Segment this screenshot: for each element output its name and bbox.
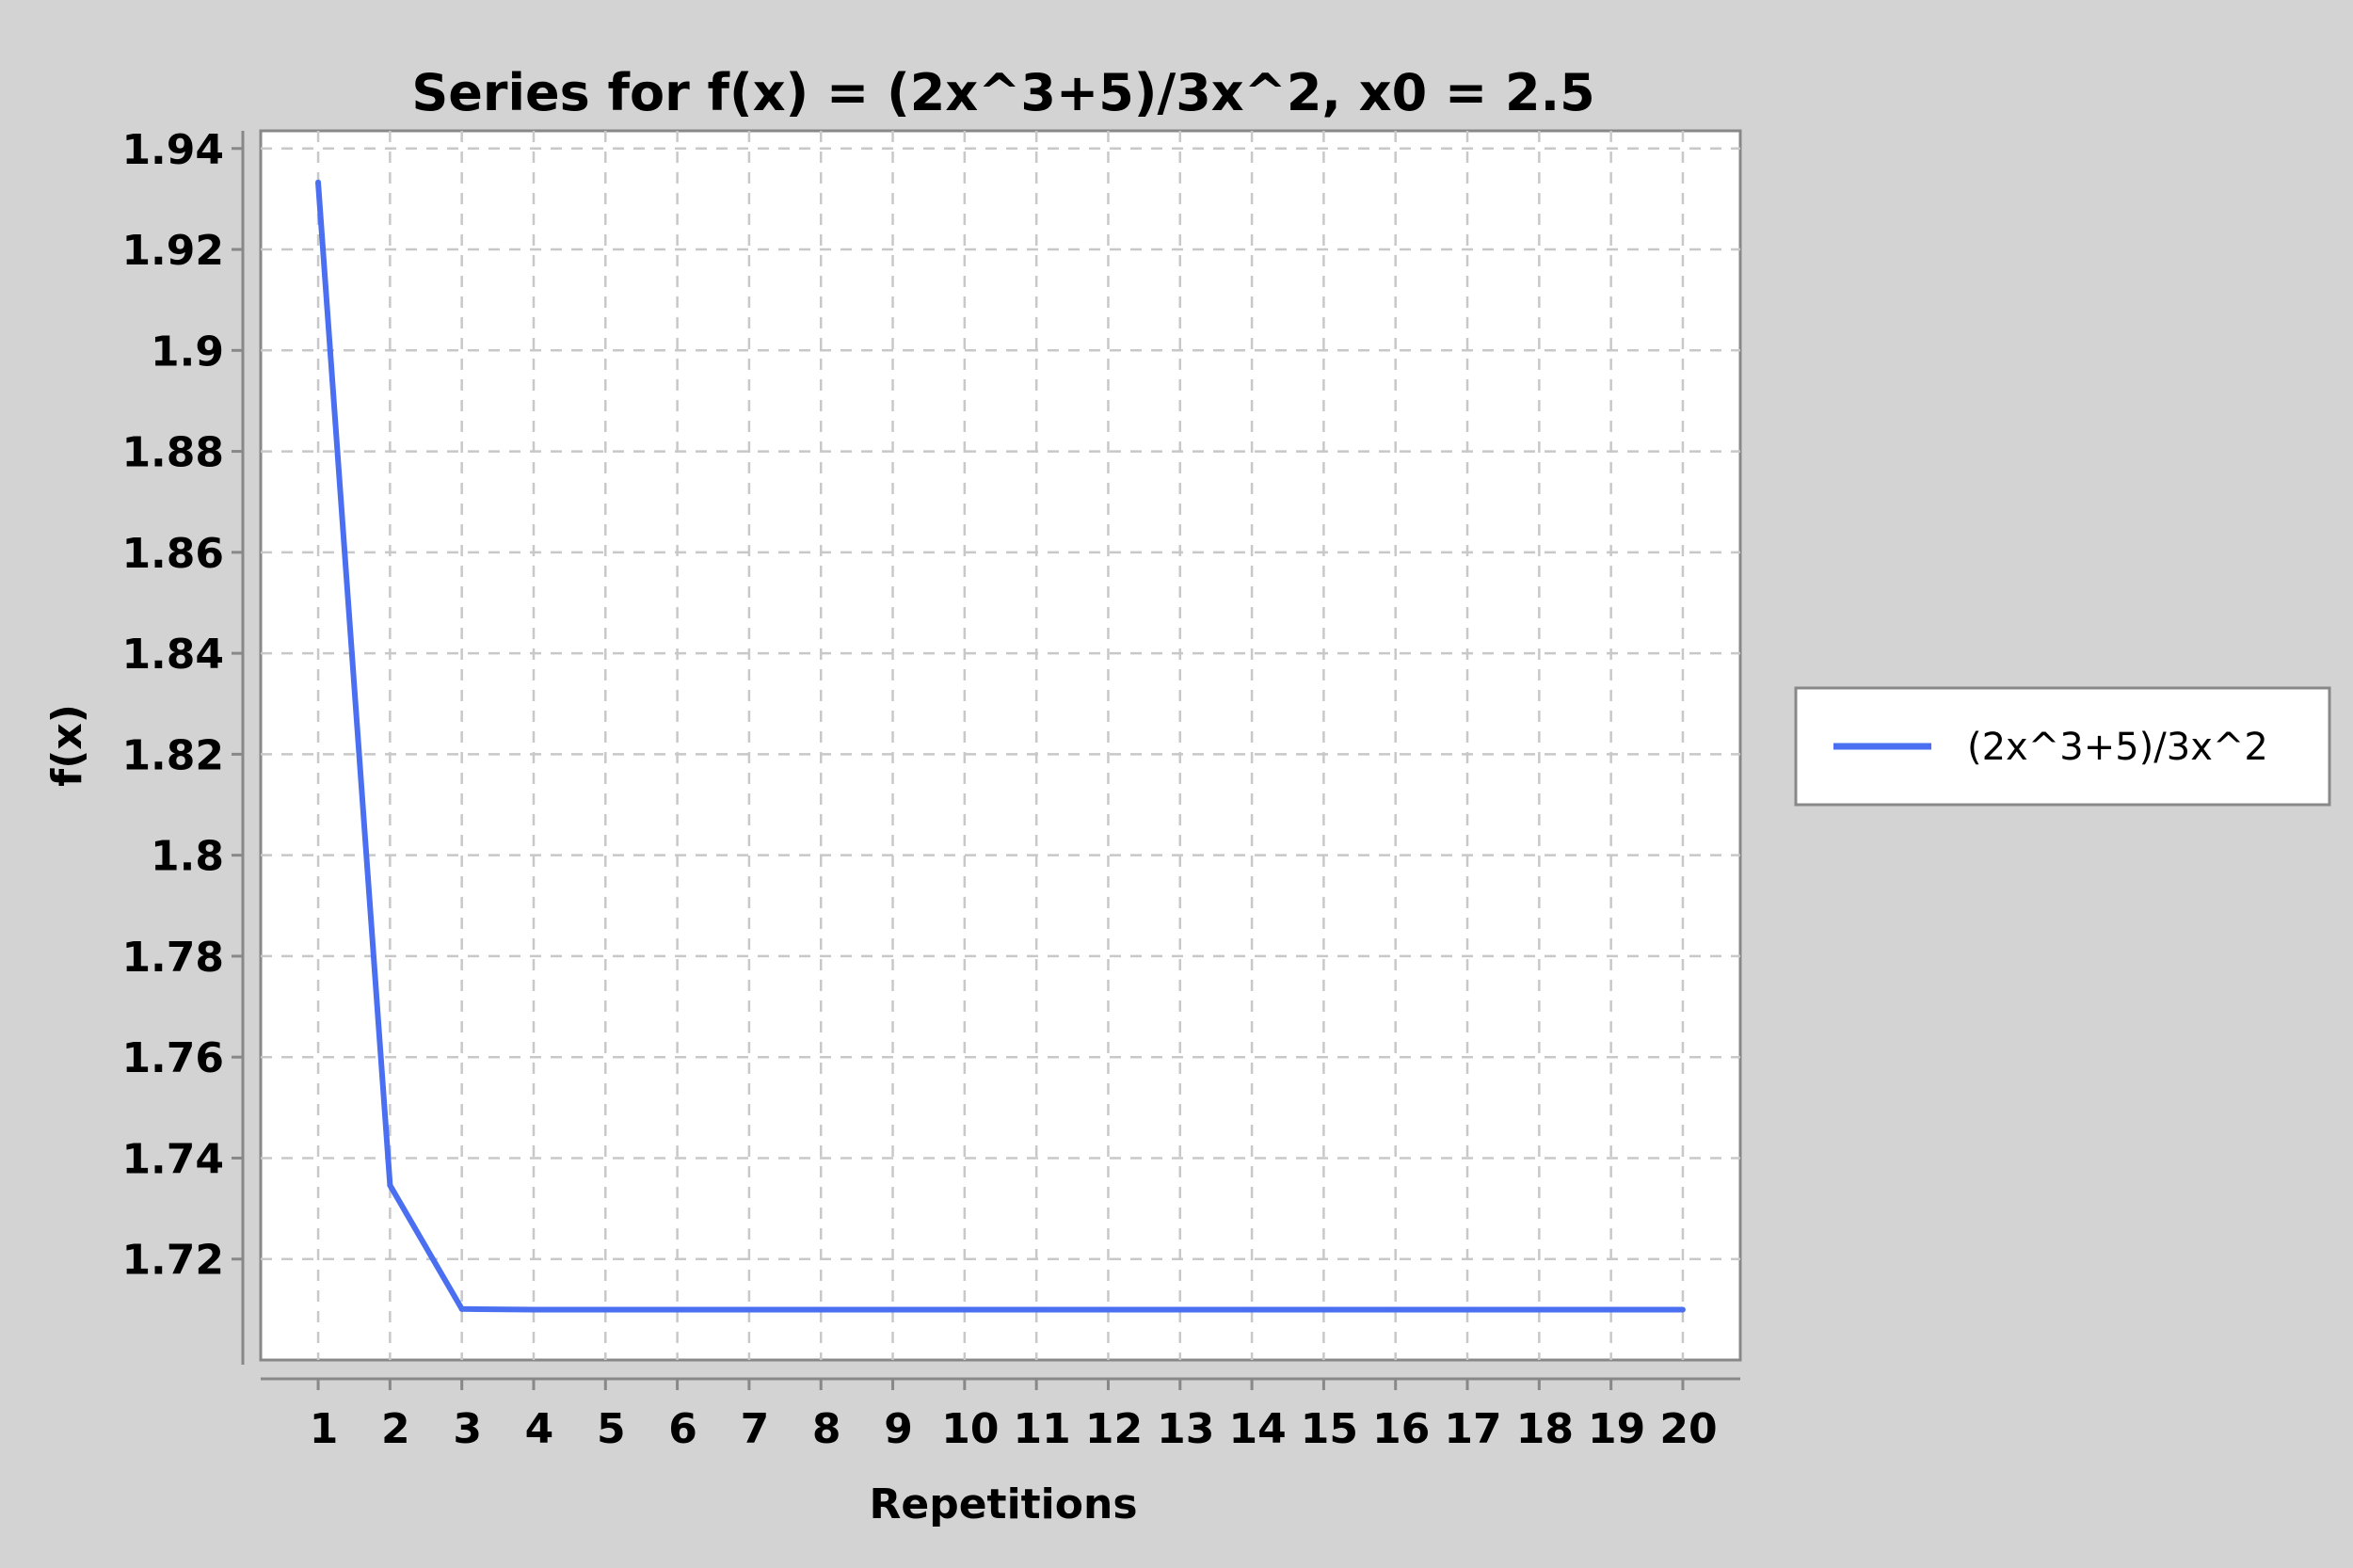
- data-point: [458, 1305, 465, 1312]
- x-tick-label: 17: [1444, 1405, 1501, 1453]
- y-axis-label: f(x): [43, 704, 91, 787]
- x-axis-label: Repetitions: [869, 1480, 1137, 1528]
- x-tick-label: 10: [941, 1405, 999, 1453]
- y-tick-label: 1.9: [151, 328, 224, 376]
- chart-title: Series for f(x) = (2x^3+5)/3x^2, x0 = 2.…: [411, 63, 1594, 122]
- x-tick-label: 9: [884, 1405, 913, 1453]
- y-tick-label: 1.92: [121, 227, 224, 275]
- data-point: [530, 1306, 536, 1313]
- plot-area: [259, 129, 1742, 1362]
- x-tick-label: 8: [812, 1405, 841, 1453]
- y-tick-label: 1.74: [121, 1135, 224, 1183]
- x-tick-label: 14: [1228, 1405, 1286, 1453]
- x-tick-label: 13: [1157, 1405, 1214, 1453]
- y-tick-label: 1.76: [121, 1034, 224, 1082]
- y-tick-label: 1.84: [121, 631, 224, 679]
- data-point: [315, 179, 322, 185]
- x-axis-ticks: 1 2 3 4 5 6 7 8 9 10 11 12 13 14 15 16 17 18 19 20: [310, 1379, 1718, 1453]
- data-point: [818, 1306, 824, 1313]
- x-tick-label: 20: [1659, 1405, 1717, 1453]
- data-point: [745, 1306, 752, 1313]
- legend-label-0: (2x^3+5)/3x^2: [1967, 726, 2268, 769]
- y-tick-label: 1.86: [121, 530, 224, 578]
- x-tick-label: 19: [1588, 1405, 1645, 1453]
- x-tick-label: 3: [453, 1405, 482, 1453]
- data-point: [1608, 1306, 1614, 1313]
- y-tick-label: 1.88: [121, 429, 224, 477]
- y-tick-label: 1.94: [121, 126, 224, 174]
- x-tick-label: 4: [525, 1405, 554, 1453]
- data-point: [1679, 1306, 1686, 1313]
- x-tick-label: 12: [1085, 1405, 1143, 1453]
- series-layer: [315, 179, 1686, 1313]
- data-point: [1033, 1306, 1040, 1313]
- x-tick-label: 1: [310, 1405, 339, 1453]
- x-tick-label: 5: [597, 1405, 626, 1453]
- x-tick-label: 18: [1516, 1405, 1574, 1453]
- data-point: [961, 1306, 968, 1313]
- y-tick-label: 1.8: [151, 833, 224, 881]
- data-point: [889, 1306, 896, 1313]
- data-point: [602, 1306, 609, 1313]
- data-point: [387, 1182, 393, 1189]
- data-point: [674, 1306, 680, 1313]
- series-line-0: [315, 182, 1683, 1313]
- y-tick-label: 1.72: [121, 1237, 224, 1285]
- data-point: [1465, 1306, 1471, 1313]
- y-tick-label: 1.82: [121, 731, 224, 779]
- data-point: [1105, 1306, 1112, 1313]
- x-tick-label: 2: [381, 1405, 410, 1453]
- data-point: [1536, 1306, 1543, 1313]
- data-point: [1321, 1306, 1327, 1313]
- x-tick-label: 11: [1014, 1405, 1071, 1453]
- x-tick-label: 6: [668, 1405, 697, 1453]
- data-point: [1249, 1306, 1256, 1313]
- legend: (2x^3+5)/3x^2: [1794, 686, 2331, 807]
- x-tick-label: 15: [1301, 1405, 1358, 1453]
- data-point: [1176, 1306, 1183, 1313]
- data-point: [1392, 1306, 1399, 1313]
- y-tick-label: 1.78: [121, 934, 224, 982]
- x-tick-label: 16: [1372, 1405, 1430, 1453]
- x-tick-label: 7: [741, 1405, 770, 1453]
- y-axis-ticks: 1.72 1.74 1.76 1.78 1.8 1.82 1.84 1.86 1.88 1.9 1.…: [121, 126, 243, 1285]
